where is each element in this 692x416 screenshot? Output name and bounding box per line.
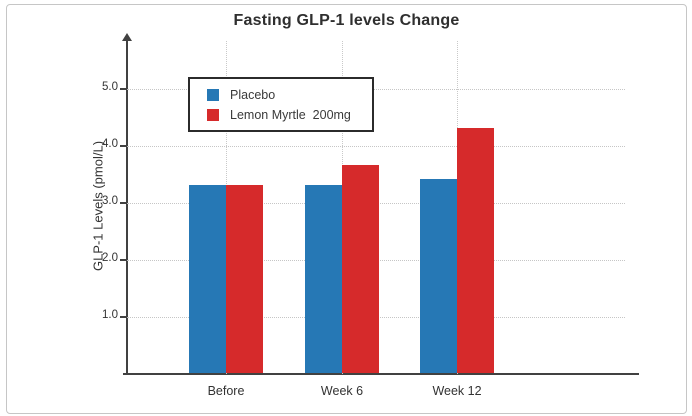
y-axis [126,41,128,374]
y-tick-label: 5.0 [102,81,118,93]
h-gridline [127,89,625,90]
legend-label: Placebo [230,87,276,102]
legend-swatch-placebo [207,88,219,101]
chart-title: Fasting GLP-1 levels Change [233,12,460,29]
y-tick-label: 3.0 [102,195,118,207]
y-axis-tick [120,145,126,147]
bar-lemon-myrtle-200mg-before [226,184,263,373]
legend: Placebo Lemon Myrtle 200mg [188,77,374,132]
y-axis-tick [120,259,126,261]
legend-item: Placebo [207,88,372,102]
x-tick-label: Week 12 [432,384,482,398]
plot-area: 1.0 2.0 3.0 4.0 5.0 Before Week 6 Week 12 [102,33,639,398]
legend-item: Lemon Myrtle 200mg [207,108,372,122]
y-tick-label: 1.0 [102,309,118,321]
x-tick-label: Week 6 [320,384,364,398]
bar-placebo-week-12 [420,179,457,373]
y-axis-tick [120,88,126,90]
bar-lemon-myrtle-200mg-week-6 [342,164,379,373]
y-axis-arrow-icon [122,33,132,41]
y-axis-tick [120,316,126,318]
y-tick-label: 2.0 [102,252,118,264]
y-axis-tick [120,202,126,204]
bar-lemon-myrtle-200mg-week-12 [457,127,494,373]
bar-placebo-week-6 [305,184,342,373]
h-gridline [127,146,625,147]
chart-figure: Fasting GLP-1 levels Change GLP-1 Levels… [6,4,687,414]
legend-label: Lemon Myrtle 200mg [230,107,351,122]
x-tick-label: Before [207,384,245,398]
y-tick-label: 4.0 [102,138,118,150]
x-axis [123,373,639,375]
legend-swatch-lemon-myrtle-200mg [207,108,219,121]
bar-placebo-before [189,184,226,373]
